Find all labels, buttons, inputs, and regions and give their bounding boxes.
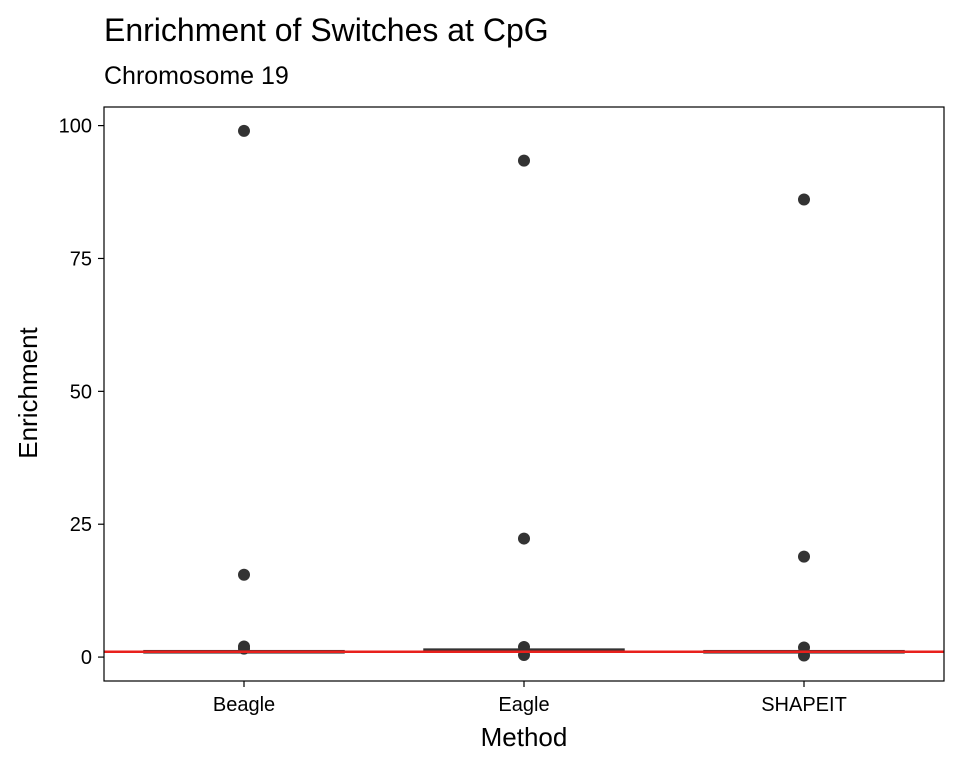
- outlier-point: [518, 154, 530, 167]
- x-tick-label: Eagle: [498, 694, 549, 716]
- y-axis-title: Enrichment: [13, 326, 43, 458]
- y-tick-label: 25: [70, 514, 92, 536]
- y-tick-label: 0: [81, 647, 92, 669]
- plot-area: 0 25 50 75 100 Beagle Eagle SHAPEIT: [59, 106, 945, 716]
- outlier-point: [798, 550, 810, 563]
- outlier-point: [238, 124, 250, 137]
- panel-border: [103, 106, 945, 682]
- y-tick-label: 50: [70, 381, 92, 403]
- y-tick-label: 75: [70, 248, 92, 270]
- y-tick-label: 100: [59, 116, 92, 138]
- x-tick-label: Beagle: [213, 694, 275, 716]
- x-tick-label: SHAPEIT: [761, 694, 847, 716]
- x-axis-title: Method: [481, 722, 568, 752]
- outlier-point: [518, 532, 530, 545]
- chart-subtitle: Chromosome 19: [104, 62, 289, 90]
- chart-title: Enrichment of Switches at CpG: [104, 12, 549, 48]
- outlier-point: [238, 568, 250, 581]
- outlier-point: [798, 193, 810, 206]
